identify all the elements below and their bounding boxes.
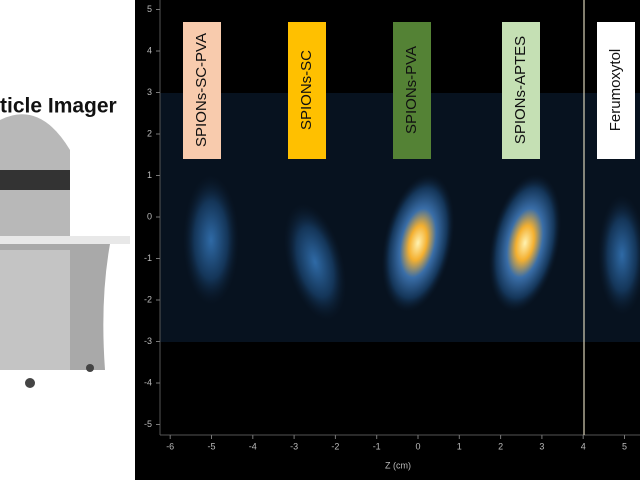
y-tick-label: 2	[147, 128, 152, 138]
x-tick-label: -2	[331, 441, 339, 451]
signal	[183, 175, 239, 305]
y-tick-label: 5	[147, 4, 152, 14]
y-tick-label: -2	[144, 294, 152, 304]
signal	[598, 195, 640, 315]
x-tick-label: -4	[249, 441, 257, 451]
x-tick-label: 2	[498, 441, 503, 451]
y-tick-label: -5	[144, 419, 152, 429]
signal	[488, 174, 562, 312]
sample-label: Ferumoxytol	[607, 49, 624, 132]
sample-box	[288, 22, 326, 159]
x-tick-label: 0	[415, 441, 420, 451]
signal	[283, 203, 347, 321]
x-axis-label: Z (cm)	[385, 460, 411, 470]
y-tick-label: 4	[147, 45, 152, 55]
sample-label: SPIONs-SC-PVA	[193, 33, 210, 147]
title: ticle Imager	[0, 95, 117, 118]
signal	[381, 174, 455, 312]
y-tick-label: -4	[144, 377, 152, 387]
y-tick-label: 3	[147, 87, 152, 97]
x-tick-label: -3	[290, 441, 298, 451]
y-tick-label: 1	[147, 170, 152, 180]
x-tick-label: 3	[539, 441, 544, 451]
x-tick-label: -6	[166, 441, 174, 451]
sample-box	[597, 22, 635, 159]
sample-label: SPIONs-APTES	[512, 36, 529, 144]
x-tick-label: -5	[207, 441, 215, 451]
sample-box	[502, 22, 540, 159]
y-tick-label: -1	[144, 253, 152, 263]
sample-box	[393, 22, 431, 159]
signals	[183, 174, 640, 321]
x-tick-label: -1	[373, 441, 381, 451]
x-tick-label: 5	[622, 441, 627, 451]
sample-label: SPIONs-PVA	[403, 46, 420, 134]
y-tick-label: -3	[144, 336, 152, 346]
y-tick-label: 0	[147, 211, 152, 221]
device	[0, 114, 130, 388]
x-tick-label: 1	[457, 441, 462, 451]
x-tick-label: 4	[581, 441, 586, 451]
sample-label: SPIONs-SC	[298, 50, 315, 130]
sample-box	[183, 22, 221, 159]
